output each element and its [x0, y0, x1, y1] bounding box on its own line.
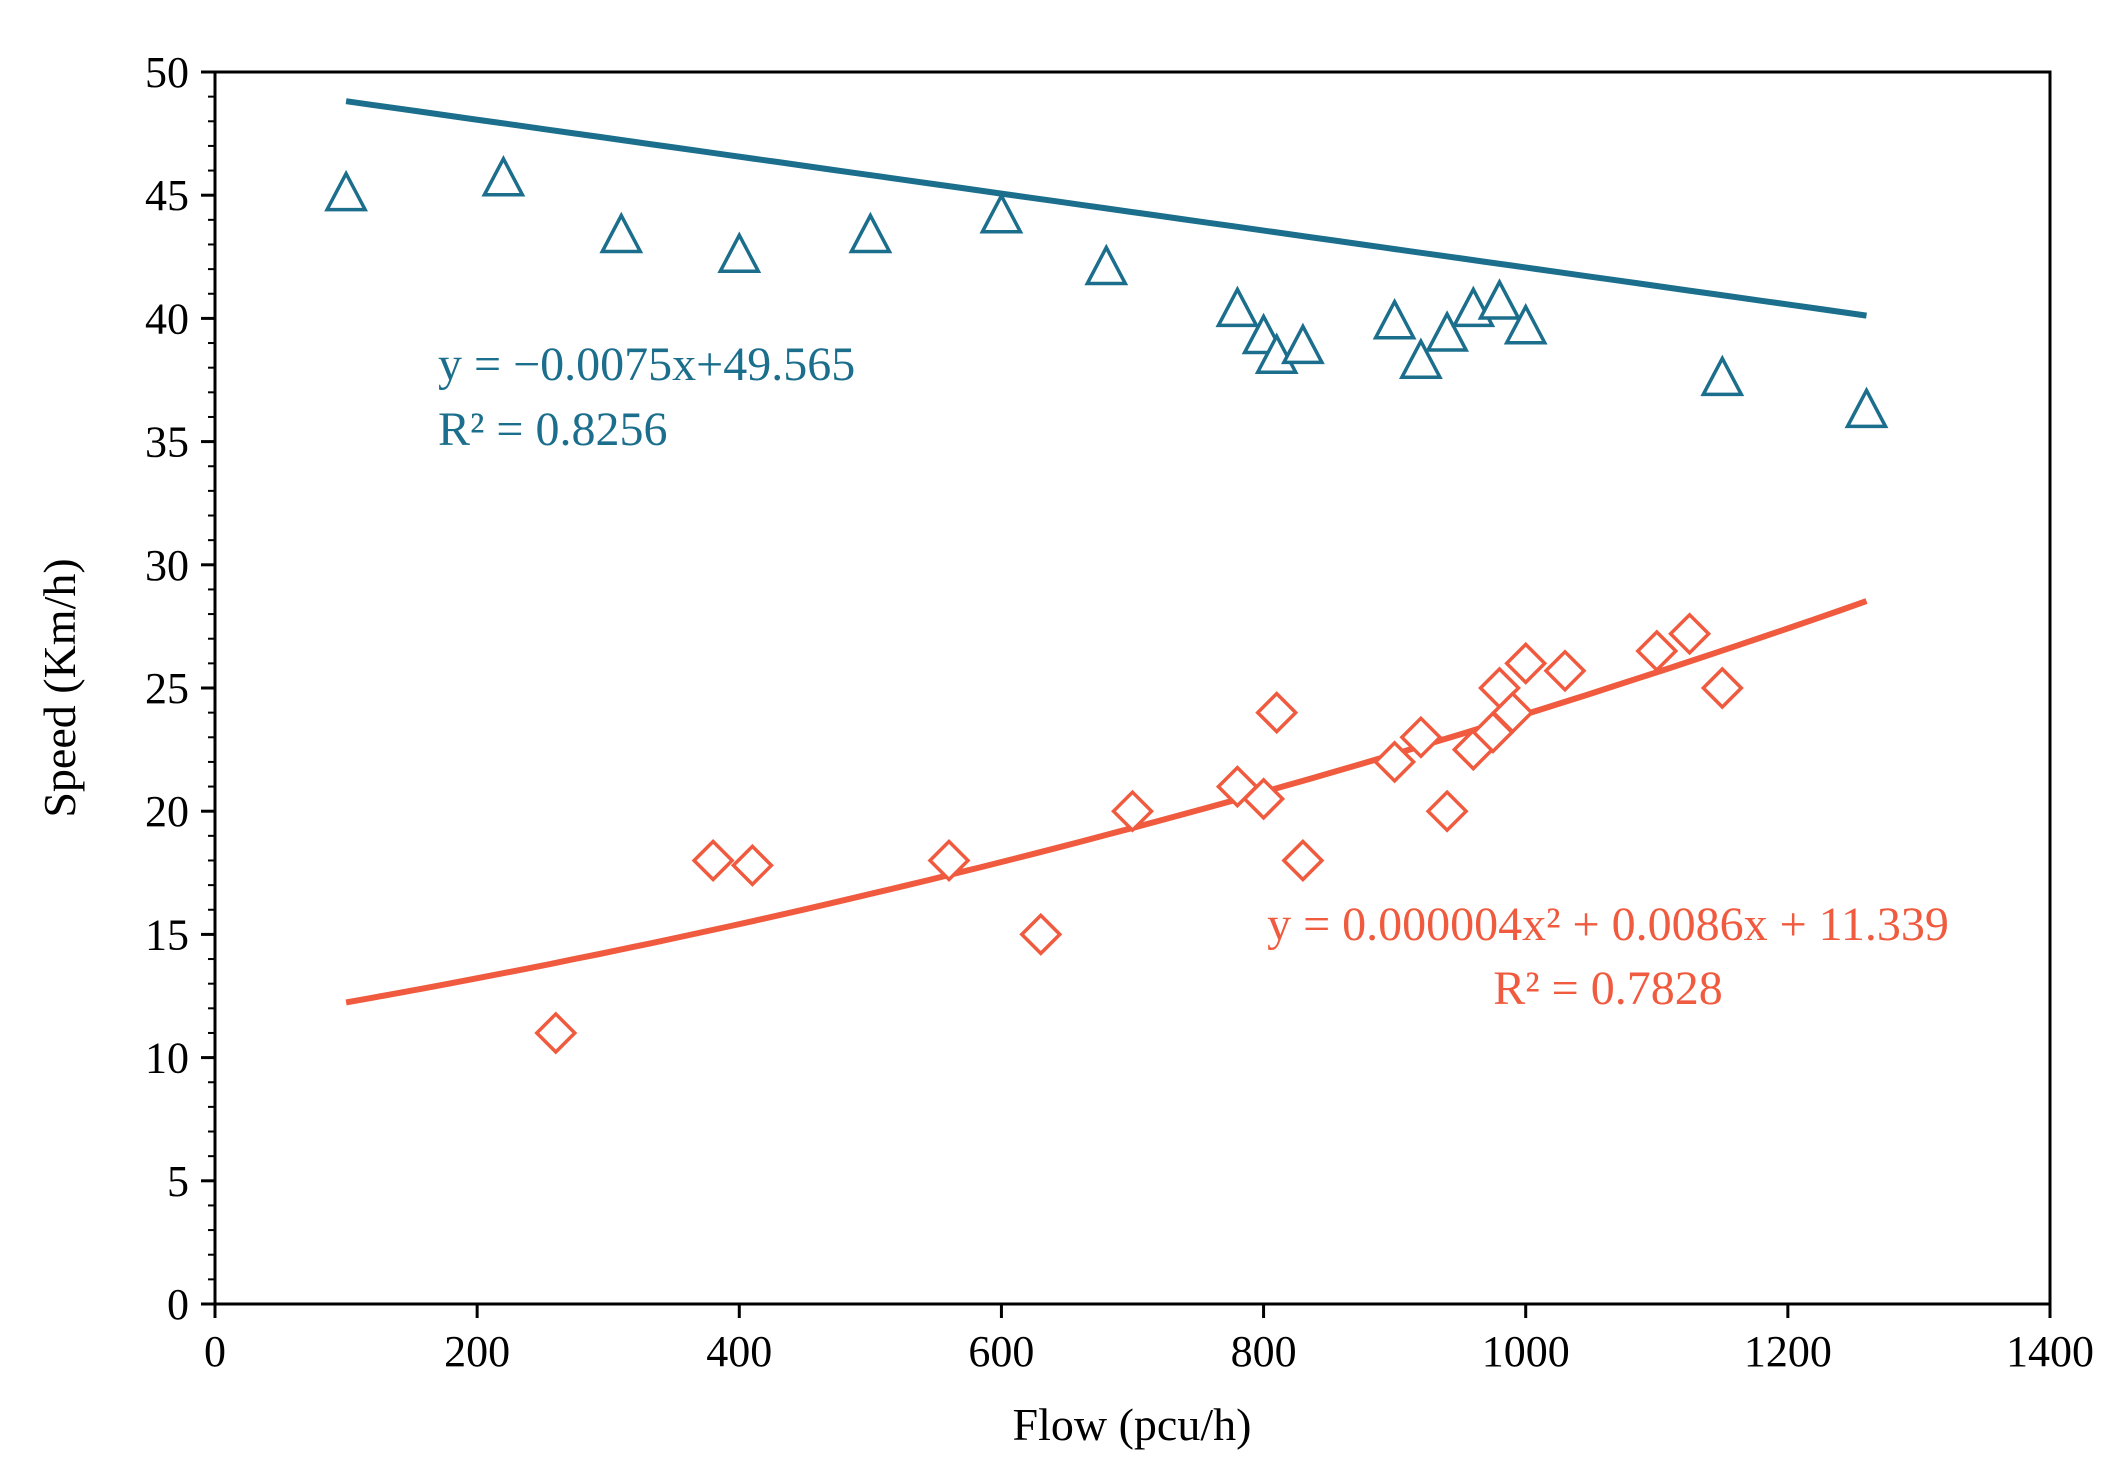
diamonds-point	[1399, 715, 1443, 759]
triangles-point	[481, 155, 526, 197]
diamonds-point	[534, 1011, 578, 1055]
diamonds-point	[1281, 839, 1325, 882]
diamonds-point	[1504, 641, 1548, 685]
y-tick-label: 20	[145, 787, 189, 836]
diamonds-point	[1543, 649, 1587, 693]
x-tick-label: 200	[444, 1327, 510, 1376]
triangles-point	[1425, 310, 1470, 352]
diamonds-point	[1668, 612, 1712, 656]
triangles-point	[599, 211, 644, 254]
data-markers	[324, 155, 1889, 1055]
diamonds-point	[1255, 691, 1299, 735]
x-tick-label: 1200	[1744, 1327, 1832, 1376]
diamonds-point	[1425, 789, 1469, 833]
triangles-point	[848, 211, 893, 254]
triangles-point	[1477, 278, 1522, 320]
y-tick-label: 40	[145, 294, 189, 343]
y-tick-label: 35	[145, 418, 189, 467]
y-tick-label: 10	[145, 1034, 189, 1083]
diamonds-point	[691, 839, 735, 882]
y-tick-label: 25	[145, 664, 189, 713]
triangles-point	[1398, 337, 1443, 379]
triangles-point	[1215, 285, 1260, 328]
diamond-r2-label: R² = 0.7828	[1493, 962, 1722, 1015]
triangles-point	[1700, 354, 1745, 397]
triangles-point	[1280, 322, 1325, 365]
x-axis-title: Flow (pcu/h)	[1013, 1399, 1252, 1450]
y-axis-title: Speed (Km/h)	[34, 558, 85, 817]
triangles-point	[1372, 297, 1417, 340]
trendlines	[345, 98, 1868, 1006]
plot-frame	[213, 70, 2052, 1306]
diamonds-point	[1491, 691, 1535, 735]
x-tick-label: 400	[706, 1327, 772, 1376]
y-tick-label: 30	[145, 541, 189, 590]
y-tick-label: 45	[145, 171, 189, 220]
diamonds-point	[1635, 629, 1679, 673]
y-tick-label: 5	[167, 1157, 189, 1206]
y-tick-label: 15	[145, 910, 189, 959]
triangle-equation-label: y = −0.0075x+49.565	[438, 338, 855, 391]
triangles-point	[324, 169, 369, 212]
triangles-point	[717, 231, 762, 273]
triangle-r2-label: R² = 0.8256	[438, 403, 667, 456]
x-tick-label: 600	[968, 1327, 1034, 1376]
axis-ticks: 0 200 400 600 800 1000 1200 1400 0 5 10 15 20 25 30 35 4…	[145, 48, 2094, 1376]
diamonds-trendline	[345, 598, 1868, 1006]
y-tick-label: 0	[167, 1280, 189, 1329]
diamond-equation-label: y = 0.000004x² + 0.0086x + 11.339	[1267, 898, 1949, 951]
triangles-point	[979, 192, 1024, 234]
diamonds-point	[1111, 789, 1154, 833]
diamonds-point	[1019, 912, 1063, 956]
x-tick-label: 1400	[2006, 1327, 2094, 1376]
triangles-point	[1503, 302, 1548, 345]
diamonds-point	[1700, 666, 1744, 710]
triangles-trendline	[345, 98, 1867, 319]
diamonds-point	[927, 839, 971, 882]
x-tick-label: 0	[204, 1327, 226, 1376]
x-tick-label: 800	[1231, 1327, 1297, 1376]
diamonds-point	[730, 843, 774, 887]
diamonds-point	[1242, 777, 1286, 821]
triangles-point	[1084, 243, 1129, 286]
y-tick-label: 50	[145, 48, 189, 97]
diamonds-point	[1373, 740, 1417, 784]
x-tick-label: 1000	[1482, 1327, 1570, 1376]
triangles-point	[1844, 386, 1889, 429]
